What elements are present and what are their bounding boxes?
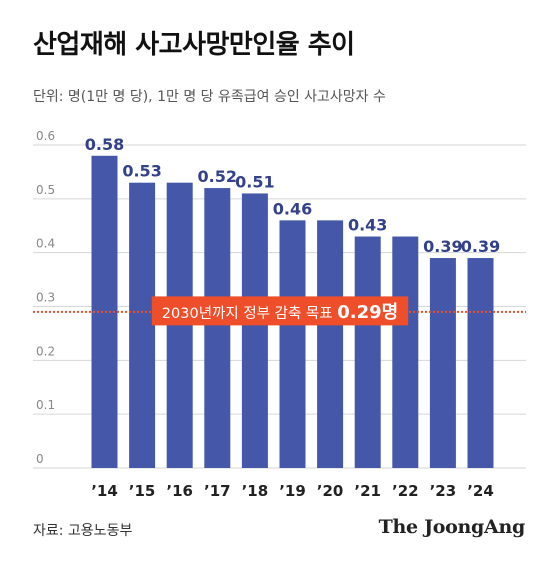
target-line-group: 2030년까지 정부 감축 목표 0.29명 — [33, 296, 526, 326]
bar-chart: 0 0.1 0.2 0.3 0.4 0.5 0.6 0.58 0.53 0.520.51 0.46… — [33, 129, 526, 500]
bar-value-label: 0.58 — [85, 135, 124, 154]
target-label-value: 0.29명 — [337, 302, 398, 323]
bar — [129, 182, 156, 468]
x-tick-label: ’15 — [129, 482, 156, 500]
bar-value-label: 0.39 — [461, 237, 500, 256]
bar — [354, 236, 381, 468]
x-axis-ticks: ’14 ’15 ’16 ’17 ’18 ’19 ’20 ’21 ’22 ’23 ’24 — [91, 482, 494, 500]
bar — [429, 258, 456, 468]
y-tick-label: 0.5 — [36, 183, 55, 197]
target-label-text: 2030년까지 정부 감축 목표 — [162, 305, 337, 322]
bars — [91, 155, 494, 469]
y-tick-label: 0.4 — [36, 237, 55, 251]
y-tick-label: 0 — [36, 452, 44, 466]
bar-value-label: 0.52 — [198, 167, 237, 186]
publisher-logo: The JoongAng — [378, 516, 526, 538]
bar — [467, 258, 494, 468]
x-tick-label: ’21 — [354, 482, 381, 500]
x-tick-label: ’20 — [317, 482, 344, 500]
bar-value-label: 0.53 — [122, 162, 161, 181]
value-labels: 0.58 0.53 0.520.51 0.46 0.43 0.390.39 — [85, 135, 500, 256]
y-tick-label: 0.1 — [36, 398, 55, 412]
x-tick-label: ’18 — [242, 482, 269, 500]
bar — [204, 188, 231, 469]
bar — [241, 193, 268, 468]
y-tick-label: 0.6 — [36, 129, 55, 143]
bar-value-label: 0.51 — [235, 172, 274, 191]
x-tick-label: ’23 — [430, 482, 457, 500]
x-tick-label: ’14 — [91, 482, 118, 500]
y-axis-ticks: 0 0.1 0.2 0.3 0.4 0.5 0.6 — [36, 129, 55, 466]
target-label: 2030년까지 정부 감축 목표 0.29명 — [162, 302, 398, 323]
bar — [279, 220, 306, 468]
x-tick-label: ’17 — [204, 482, 231, 500]
y-tick-label: 0.3 — [36, 291, 55, 305]
y-tick-label: 0.2 — [36, 344, 55, 358]
chart-subtitle: 단위: 명(1만 명 당), 1만 명 당 유족급여 승인 사고사망자 수 — [33, 89, 386, 105]
bar-value-label: 0.39 — [423, 237, 462, 256]
bar — [317, 220, 344, 468]
bar-value-label: 0.43 — [348, 216, 387, 235]
bar — [392, 236, 419, 468]
source-note: 자료: 고용노동부 — [33, 523, 133, 539]
x-tick-label: ’19 — [279, 482, 306, 500]
bar-value-label: 0.46 — [273, 199, 312, 218]
x-tick-label: ’16 — [166, 482, 193, 500]
target-label-box — [151, 296, 409, 326]
x-tick-label: ’24 — [467, 482, 494, 500]
x-tick-label: ’22 — [392, 482, 419, 500]
chart-title: 산업재해 사고사망만인율 추이 — [33, 30, 355, 60]
